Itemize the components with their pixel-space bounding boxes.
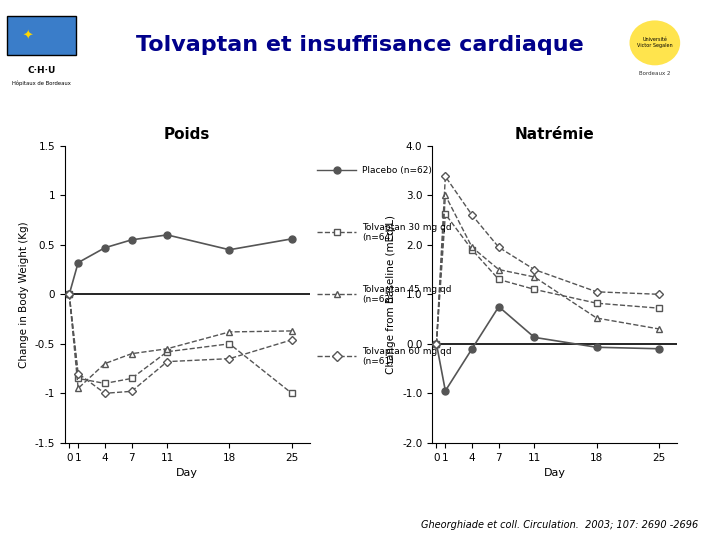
Text: Gheorghiade et coll. Circulation.  2003; 107: 2690 -2696: Gheorghiade et coll. Circulation. 2003; …: [421, 520, 698, 530]
Text: Université
Victor Segalen: Université Victor Segalen: [637, 37, 672, 48]
Y-axis label: Change in Body Weight (Kg): Change in Body Weight (Kg): [19, 221, 29, 368]
Text: Placebo (n=62): Placebo (n=62): [362, 166, 432, 174]
X-axis label: Day: Day: [544, 468, 565, 478]
Text: Hôpitaux de Bordeaux: Hôpitaux de Bordeaux: [12, 80, 71, 86]
Text: Tolvaptan et insuffisance cardiaque: Tolvaptan et insuffisance cardiaque: [136, 35, 584, 55]
Circle shape: [629, 21, 680, 65]
Text: Tolvaptan 30 mg qd
(n=64): Tolvaptan 30 mg qd (n=64): [362, 222, 451, 242]
Text: ✦: ✦: [22, 29, 33, 42]
Text: Bordeaux 2: Bordeaux 2: [639, 71, 670, 76]
X-axis label: Day: Day: [176, 468, 198, 478]
Y-axis label: Change from Baseline (mEq/L): Change from Baseline (mEq/L): [387, 215, 397, 374]
Text: Tolvaptan 45 mg qd
(n=62): Tolvaptan 45 mg qd (n=62): [362, 285, 451, 304]
Title: Natrémie: Natrémie: [515, 127, 594, 142]
FancyBboxPatch shape: [7, 16, 76, 55]
Text: C·H·U: C·H·U: [27, 66, 55, 76]
Text: Tolvaptan 60 mg qd
(n=61): Tolvaptan 60 mg qd (n=61): [362, 347, 451, 366]
Title: Poids: Poids: [164, 127, 210, 142]
